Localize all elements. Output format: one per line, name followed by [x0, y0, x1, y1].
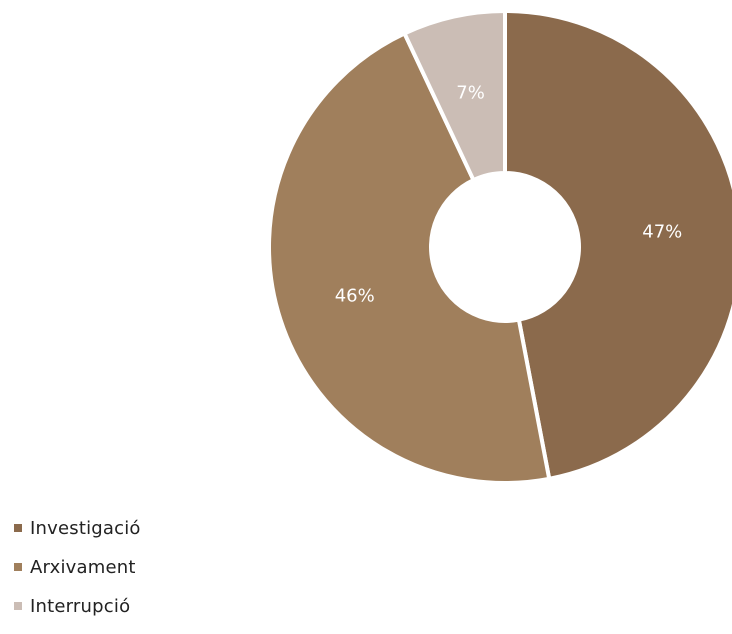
legend-swatch-arxivament: [14, 563, 22, 571]
legend-label-arxivament: Arxivament: [30, 556, 136, 578]
legend-label-investigacio: Investigació: [30, 517, 141, 539]
slice-investigacio: [503, 8, 732, 482]
slice-label-arxivament: 46%: [335, 285, 375, 306]
slice-label-interrupcio: 7%: [456, 82, 485, 103]
slice-interrupcio: [401, 8, 507, 183]
slice-arxivament: [267, 30, 552, 485]
slice-label-investigacio: 47%: [642, 222, 682, 243]
donut-chart: 47% 46% 7%: [267, 8, 732, 485]
slice-labels: 47% 46% 7%: [335, 82, 683, 306]
legend-item-arxivament: Arxivament: [14, 556, 141, 578]
legend-swatch-investigacio: [14, 524, 22, 532]
legend-swatch-interrupcio: [14, 602, 22, 610]
donut-slices: [267, 8, 732, 485]
legend-label-interrupcio: Interrupció: [30, 595, 131, 617]
legend-item-investigacio: Investigació: [14, 517, 141, 539]
chart-legend: Investigació Arxivament Interrupció: [14, 517, 141, 634]
legend-item-interrupcio: Interrupció: [14, 595, 141, 617]
